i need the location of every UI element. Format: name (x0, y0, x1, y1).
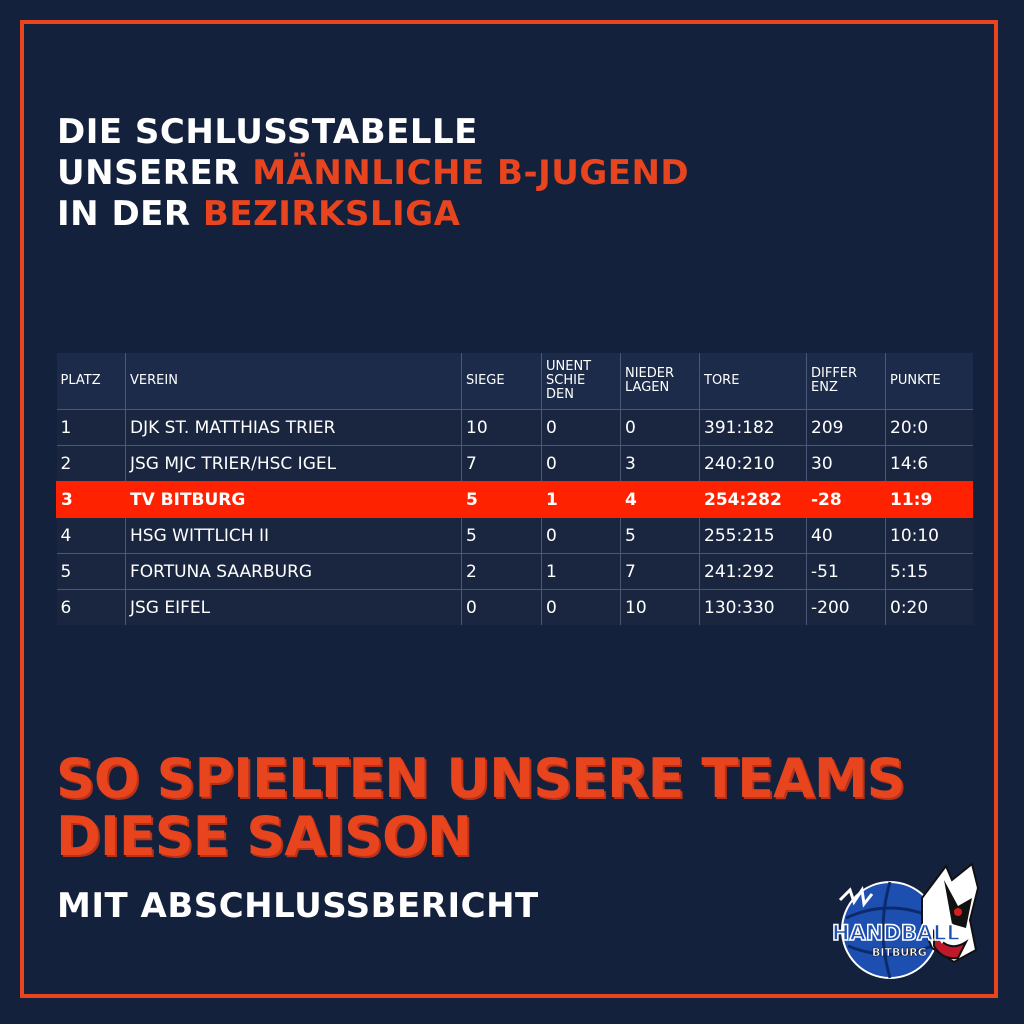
standings-table: PLATZ VEREIN SIEGE UNENT SCHIE DEN NIEDE… (56, 353, 973, 625)
table-cell: 10:10 (885, 517, 973, 554)
headline-line-2-prefix: UNSERER (57, 153, 253, 193)
table-cell: 254:282 (699, 481, 807, 518)
table-header-row: PLATZ VEREIN SIEGE UNENT SCHIE DEN NIEDE… (56, 353, 973, 410)
table-cell: -200 (806, 589, 886, 625)
table-cell: 0 (620, 409, 700, 446)
column-header: SIEGE (461, 353, 542, 410)
table-row: 2 JSG MJC TRIER/HSC IGEL 7 0 3 240:210 30 14:6 (56, 445, 973, 482)
logo-text-handball: HANDBALL (832, 921, 960, 945)
table-cell: 5 (620, 517, 700, 554)
table-cell: 5 (461, 517, 542, 554)
column-header: UNENT SCHIE DEN (541, 353, 621, 410)
table-cell: 130:330 (699, 589, 807, 625)
table-cell: 0:20 (885, 589, 973, 625)
table-cell: 20:0 (885, 409, 973, 446)
headline-line-3-prefix: IN DER (57, 194, 203, 234)
table-row: 4 HSG WITTLICH II 5 0 5 255:215 40 10:10 (56, 517, 973, 554)
table-cell: 3 (56, 481, 126, 518)
table-cell: 14:6 (885, 445, 973, 482)
table-cell: FORTUNA SAARBURG (125, 553, 462, 590)
column-header: TORE (699, 353, 807, 410)
table-cell: 1 (541, 553, 621, 590)
column-header: PUNKTE (885, 353, 973, 410)
table-cell: 3 (620, 445, 700, 482)
promo-title-line-1: SO SPIELTEN UNSERE TEAMS (56, 747, 905, 810)
table-cell: 6 (56, 589, 126, 625)
table-cell: 5:15 (885, 553, 973, 590)
table-cell: 4 (620, 481, 700, 518)
headline-line-3: IN DER BEZIRKSLIGA (57, 194, 689, 235)
headline-line-2: UNSERER MÄNNLICHE B-JUGEND (57, 153, 689, 194)
table-cell: 40 (806, 517, 886, 554)
table-cell: 391:182 (699, 409, 807, 446)
table-cell: 1 (56, 409, 126, 446)
table-cell: JSG MJC TRIER/HSC IGEL (125, 445, 462, 482)
table-cell: TV BITBURG (125, 481, 462, 518)
table-cell: 2 (56, 445, 126, 482)
badger-mascot-logo: HANDBALL BITBURG (831, 862, 980, 979)
column-header: NIEDER LAGEN (620, 353, 700, 410)
table-cell: 4 (56, 517, 126, 554)
table-row: 6 JSG EIFEL 0 0 10 130:330 -200 0:20 (56, 589, 973, 625)
logo-text-bitburg: BITBURG (872, 946, 927, 959)
table-cell: -28 (806, 481, 886, 518)
table-cell: 5 (56, 553, 126, 590)
table-cell: 7 (620, 553, 700, 590)
table-row-highlighted: 3 TV BITBURG 5 1 4 254:282 -28 11:9 (56, 481, 973, 518)
decorative-frame (20, 20, 998, 998)
table-cell: 1 (541, 481, 621, 518)
headline: DIE SCHLUSSTABELLE UNSERER MÄNNLICHE B-J… (57, 112, 689, 235)
table-cell: 7 (461, 445, 542, 482)
table-cell: JSG EIFEL (125, 589, 462, 625)
table-cell: 0 (541, 517, 621, 554)
table-cell: DJK ST. MATTHIAS TRIER (125, 409, 462, 446)
promo-title-line-2: DIESE SAISON (56, 805, 472, 868)
promo-title: SO SPIELTEN UNSERE TEAMS DIESE SAISON (56, 747, 905, 868)
column-header: PLATZ (56, 353, 126, 410)
table-row: 5 FORTUNA SAARBURG 2 1 7 241:292 -51 5:15 (56, 553, 973, 590)
table-cell: 241:292 (699, 553, 807, 590)
promo-subtitle: MIT ABSCHLUSSBERICHT (57, 886, 539, 926)
headline-team-name: MÄNNLICHE B-JUGEND (252, 153, 690, 193)
table-cell: 5 (461, 481, 542, 518)
table-cell: 0 (541, 409, 621, 446)
table-row: 1 DJK ST. MATTHIAS TRIER 10 0 0 391:182 209 20:… (56, 409, 973, 446)
table-cell: 10 (620, 589, 700, 625)
table-cell: HSG WITTLICH II (125, 517, 462, 554)
table-cell: 0 (541, 445, 621, 482)
table-cell: 255:215 (699, 517, 807, 554)
table-cell: 30 (806, 445, 886, 482)
table-cell: 11:9 (885, 481, 973, 518)
column-header: DIFFER ENZ (806, 353, 886, 410)
table-cell: 10 (461, 409, 542, 446)
table-cell: 209 (806, 409, 886, 446)
table-cell: 240:210 (699, 445, 807, 482)
column-header: VEREIN (125, 353, 462, 410)
table-cell: -51 (806, 553, 886, 590)
club-logo: HANDBALL BITBURG (826, 858, 986, 988)
table-cell: 0 (461, 589, 542, 625)
headline-line-1: DIE SCHLUSSTABELLE (57, 112, 478, 152)
table-cell: 0 (541, 589, 621, 625)
headline-league-name: BEZIRKSLIGA (202, 194, 461, 234)
table-cell: 2 (461, 553, 542, 590)
